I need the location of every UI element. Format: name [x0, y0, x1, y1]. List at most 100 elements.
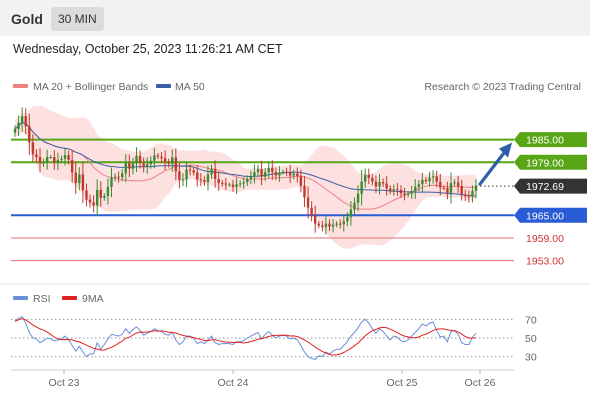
projection-arrow-head	[499, 142, 512, 158]
candle	[88, 194, 92, 208]
candle-body	[424, 179, 428, 182]
candle	[117, 171, 120, 183]
candle	[135, 147, 138, 172]
candle-body	[353, 202, 356, 210]
legend: MA 20 + Bollinger Bands MA 50 Research ©…	[13, 81, 581, 93]
candle-body	[113, 176, 117, 178]
candle-body	[88, 199, 92, 203]
candle-body	[256, 169, 260, 173]
candle	[356, 185, 360, 212]
candle-body	[271, 167, 274, 173]
candle	[49, 155, 52, 159]
candle-body	[85, 190, 88, 200]
candle-body	[28, 126, 31, 143]
candle	[317, 220, 320, 229]
candle-body	[210, 169, 213, 175]
rsi-legend-swatch	[13, 296, 28, 300]
candle	[253, 164, 256, 184]
rsi-level-label-1: 50	[525, 333, 537, 345]
candle-body	[464, 194, 467, 197]
candle-body	[153, 155, 156, 161]
candle	[138, 150, 142, 169]
candle	[20, 107, 24, 132]
candle	[185, 161, 188, 188]
candle-body	[117, 176, 120, 178]
candle	[310, 201, 313, 222]
candle-body	[410, 191, 413, 194]
candle	[192, 167, 195, 176]
candle	[403, 187, 406, 201]
candle	[28, 113, 31, 155]
candle	[78, 167, 81, 191]
candle-body	[81, 174, 85, 191]
candle-body	[435, 176, 438, 182]
candle	[389, 185, 392, 195]
candle-body	[260, 169, 263, 177]
candle	[453, 179, 456, 187]
level-label-1-text: 1979.00	[526, 157, 564, 169]
timeframe-button[interactable]: 30 MIN	[51, 7, 104, 31]
rsi-level-label-0: 70	[525, 314, 537, 326]
candle-body	[199, 179, 203, 181]
candle	[63, 148, 67, 166]
candle	[374, 175, 378, 193]
candle	[171, 149, 174, 172]
candle	[328, 219, 331, 231]
candle-body	[474, 186, 478, 192]
level-label-2: 1965.00	[514, 207, 587, 223]
candle-body	[374, 181, 378, 187]
candle-body	[53, 157, 56, 164]
x-tick-label-2: Oct 25	[387, 377, 418, 389]
candle	[163, 150, 167, 171]
candle	[106, 178, 110, 205]
candle	[474, 178, 478, 199]
candle-body	[167, 162, 170, 164]
candle-body	[42, 162, 45, 164]
level-label-2-text: 1965.00	[526, 210, 564, 222]
candle	[346, 212, 349, 227]
candle-body	[78, 174, 81, 184]
candle-body	[60, 158, 63, 161]
timestamp: Wednesday, October 25, 2023 11:26:21 AM …	[13, 42, 283, 56]
current-price-label: 1972.69	[514, 178, 587, 194]
candle	[103, 193, 106, 201]
candle	[85, 183, 88, 207]
candle	[53, 150, 56, 170]
candle-body	[181, 179, 185, 181]
candle	[281, 169, 285, 175]
candle	[221, 180, 224, 187]
candle	[406, 191, 410, 198]
candle	[167, 158, 170, 168]
candle-body	[299, 176, 303, 186]
candle	[188, 164, 192, 176]
candle-body	[24, 116, 27, 127]
candle	[70, 150, 74, 183]
candle	[238, 180, 242, 188]
candle-body	[396, 189, 399, 191]
candle	[439, 173, 442, 196]
candle	[256, 164, 260, 177]
candle-body	[381, 181, 385, 184]
candle-body	[246, 178, 249, 183]
candle	[231, 179, 235, 192]
rsi-level-label-2: 30	[525, 352, 537, 364]
candle	[42, 158, 45, 167]
candle	[174, 148, 178, 181]
candle-body	[249, 175, 253, 179]
candle	[142, 157, 145, 173]
candle-body	[281, 171, 285, 173]
candle-body	[456, 182, 460, 187]
level-label-4: 1953.00	[526, 256, 564, 268]
candle-body	[453, 182, 456, 184]
candle-body	[56, 160, 60, 164]
legend-ma50: MA 50	[175, 81, 205, 93]
candle	[442, 185, 446, 191]
candle-body	[178, 171, 181, 181]
level-label-2-bg	[514, 207, 587, 223]
bollinger-band	[15, 105, 476, 249]
candle-body	[392, 189, 396, 192]
candle	[424, 177, 428, 184]
candle-body	[364, 174, 367, 182]
candle-body	[317, 223, 320, 226]
